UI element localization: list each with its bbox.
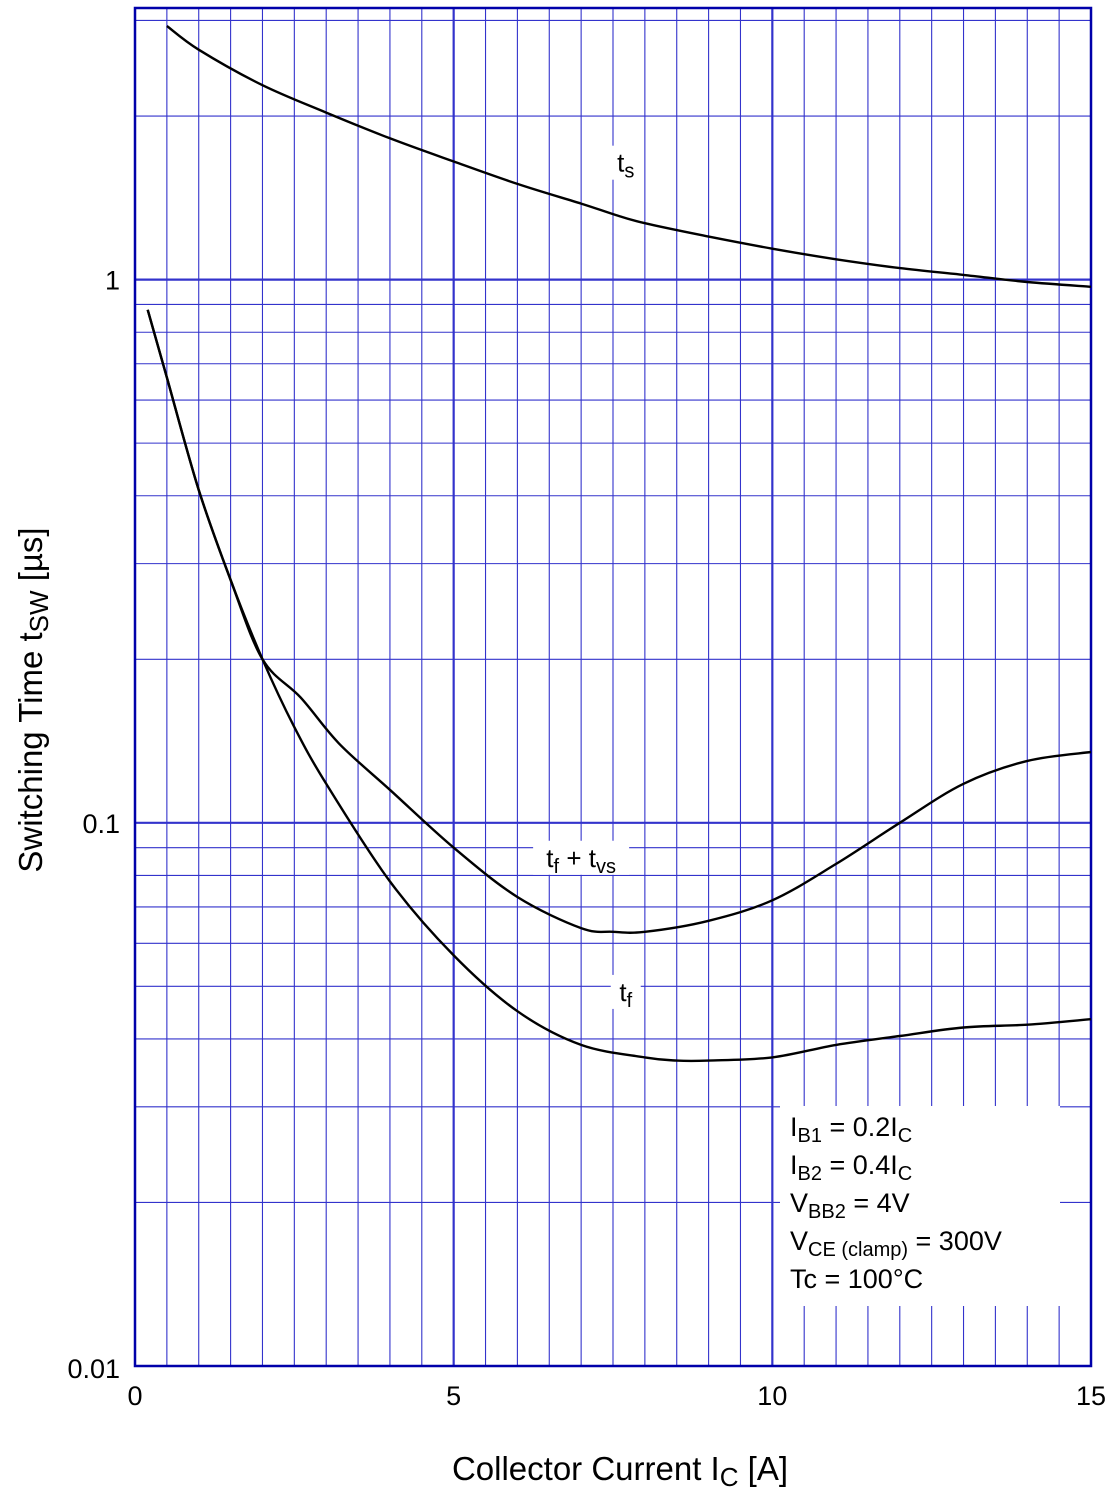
x-tick-labels: 0 5 10 15 bbox=[127, 1381, 1106, 1411]
series-ts-line bbox=[166, 25, 1092, 288]
annotation-line: IB1 = 0.2IC bbox=[790, 1112, 912, 1147]
series-tf-plus-tvs-label: tf + tvs bbox=[546, 843, 616, 878]
y-axis-title: Switching Time tSW [µs] bbox=[12, 527, 54, 872]
y-tick-label: 0.01 bbox=[67, 1354, 120, 1384]
x-tick-label: 15 bbox=[1076, 1381, 1106, 1411]
plot-frame bbox=[133, 6, 1093, 1368]
y-tick-label: 0.1 bbox=[82, 809, 120, 839]
annotation-line: VCE (clamp) = 300V bbox=[790, 1226, 1002, 1261]
series-tf-plus-tvs-line bbox=[146, 309, 1092, 934]
curves bbox=[146, 25, 1092, 1063]
x-tick-label: 5 bbox=[446, 1381, 461, 1411]
annotation-line: Tc = 100°C bbox=[790, 1264, 923, 1294]
annotation-line: VBB2 = 4V bbox=[790, 1188, 910, 1223]
annotation-line: IB2 = 0.4IC bbox=[790, 1150, 912, 1185]
annotation-bg bbox=[780, 1106, 1060, 1306]
series-ts-label: ts bbox=[617, 148, 634, 183]
series-tf-label: tf bbox=[619, 977, 632, 1012]
x-tick-label: 0 bbox=[127, 1381, 142, 1411]
curve-labels: ts tf + tvs tf bbox=[533, 145, 641, 1012]
x-axis-title: Collector Current IC [A] bbox=[452, 1450, 788, 1492]
y-tick-label: 1 bbox=[105, 266, 120, 296]
curve-label-bg bbox=[610, 974, 641, 1009]
x-tick-label: 10 bbox=[757, 1381, 787, 1411]
series-tf-line bbox=[146, 309, 1092, 1063]
curve-label-bg bbox=[610, 145, 641, 180]
curve-label-bg bbox=[533, 840, 630, 875]
y-tick-labels: 0.01 0.1 1 bbox=[67, 266, 120, 1384]
